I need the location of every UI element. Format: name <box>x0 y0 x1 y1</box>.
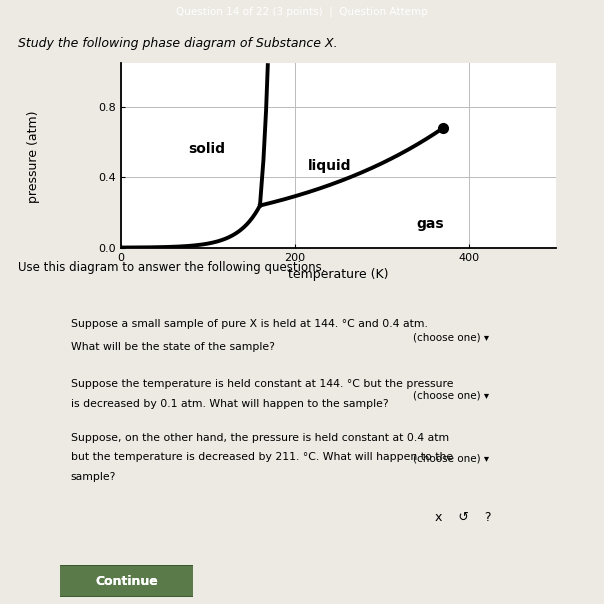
Text: but the temperature is decreased by 211. °C. What will happen to the: but the temperature is decreased by 211.… <box>71 452 453 462</box>
Text: (choose one) ▾: (choose one) ▾ <box>413 332 489 342</box>
Text: Suppose a small sample of pure X is held at 144. °C and 0.4 atm.: Suppose a small sample of pure X is held… <box>71 319 428 329</box>
X-axis label: temperature (K): temperature (K) <box>288 268 388 281</box>
Text: What will be the state of the sample?: What will be the state of the sample? <box>71 342 275 352</box>
Text: (choose one) ▾: (choose one) ▾ <box>413 391 489 400</box>
Text: sample?: sample? <box>71 472 116 482</box>
Text: Study the following phase diagram of Substance X.: Study the following phase diagram of Sub… <box>18 37 338 50</box>
Text: Continue: Continue <box>95 574 158 588</box>
Text: liquid: liquid <box>308 159 352 173</box>
Text: gas: gas <box>417 217 444 231</box>
Text: Continue: Continue <box>95 574 158 588</box>
FancyBboxPatch shape <box>55 565 199 597</box>
Text: pressure (atm): pressure (atm) <box>27 111 40 204</box>
Text: (choose one) ▾: (choose one) ▾ <box>413 454 489 464</box>
Text: Question 14 of 22 (3 points)  |  Question Attemp: Question 14 of 22 (3 points) | Question … <box>176 6 428 17</box>
Text: Suppose the temperature is held constant at 144. °C but the pressure: Suppose the temperature is held constant… <box>71 379 453 388</box>
Text: Use this diagram to answer the following questions.: Use this diagram to answer the following… <box>18 261 326 274</box>
Text: x    ↺    ?: x ↺ ? <box>435 510 491 524</box>
Text: Suppose, on the other hand, the pressure is held constant at 0.4 atm: Suppose, on the other hand, the pressure… <box>71 433 449 443</box>
Text: solid: solid <box>188 142 226 156</box>
Text: is decreased by 0.1 atm. What will happen to the sample?: is decreased by 0.1 atm. What will happe… <box>71 399 388 410</box>
